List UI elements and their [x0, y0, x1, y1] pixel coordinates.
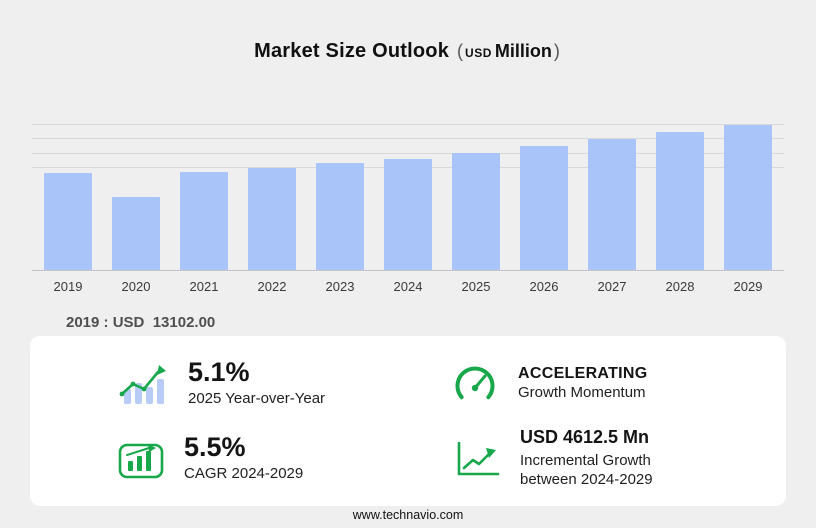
stat-momentum: ACCELERATING Growth Momentum: [408, 346, 786, 421]
plot-area: 2019 2020 2021 2022 2023 2024 2025 2026 2027 2028…: [32, 118, 784, 294]
title-paren-close: ): [553, 41, 560, 61]
x-tick-2028: 2028: [665, 279, 695, 294]
x-tick-2021: 2021: [189, 279, 219, 294]
footer-url: www.technavio.com: [352, 508, 464, 522]
bar-column-2021: 2021: [180, 118, 228, 294]
x-tick-2020: 2020: [121, 279, 151, 294]
stat-cagr: 5.5% CAGR 2024-2029: [30, 421, 408, 496]
bar-column-2024: 2024: [384, 118, 432, 294]
title-unit: Million: [494, 41, 552, 61]
speedometer-icon: [452, 364, 498, 404]
page-title: Market Size Outlook (USD Million): [0, 40, 816, 63]
bar-2020: [112, 197, 160, 270]
cagr-value: 5.5%: [184, 431, 246, 462]
bar-2022: [248, 168, 296, 270]
bar-column-2025: 2025: [452, 118, 500, 294]
stat-incremental: USD 4612.5 Mn Incremental Growth between…: [408, 421, 786, 496]
incremental-label-line1: Incremental Growth: [520, 451, 651, 469]
bar-2025: [452, 153, 500, 270]
yoy-growth-icon: [118, 362, 168, 406]
bar-2029: [724, 125, 772, 270]
bars: 2019 2020 2021 2022 2023 2024 2025 2026 2027 2028…: [32, 118, 784, 294]
momentum-value: ACCELERATING: [518, 365, 648, 383]
bar-column-2026: 2026: [520, 118, 568, 294]
incremental-label-line2: between 2024-2029: [520, 471, 653, 489]
momentum-label: Growth Momentum: [518, 384, 646, 402]
title-currency: USD: [465, 46, 492, 60]
x-tick-2029: 2029: [733, 279, 763, 294]
bar-column-2023: 2023: [316, 118, 364, 294]
title-main: Market Size Outlook: [254, 40, 450, 62]
title-paren-open: (: [457, 41, 464, 61]
bar-2024: [384, 159, 432, 270]
bar-column-2022: 2022: [248, 118, 296, 294]
gridline: [32, 138, 784, 140]
bar-column-2027: 2027: [588, 118, 636, 294]
x-tick-2024: 2024: [393, 279, 423, 294]
x-tick-2023: 2023: [325, 279, 355, 294]
bar-column-2020: 2020: [112, 118, 160, 294]
stat-yoy: 5.1% 2025 Year-over-Year: [30, 346, 408, 421]
incremental-value: USD 4612.5 Mn: [520, 426, 650, 447]
bar-2019: [44, 173, 92, 270]
bar-column-2019: 2019: [44, 118, 92, 294]
stats-grid: 5.1% 2025 Year-over-Year ACCELERATING Gr…: [30, 336, 786, 506]
bar-2023: [316, 162, 364, 270]
yoy-value: 5.1%: [188, 356, 250, 387]
bar-2028: [656, 131, 704, 270]
bar-2026: [520, 146, 568, 270]
incremental-growth-icon: [452, 437, 500, 481]
gridline: [32, 152, 784, 154]
bar-column-2029: 2029: [724, 118, 772, 294]
stats-panel: 5.1% 2025 Year-over-Year ACCELERATING Gr…: [30, 336, 786, 506]
cagr-label: CAGR 2024-2029: [184, 465, 304, 483]
x-tick-2022: 2022: [257, 279, 287, 294]
base-year-annotation: 2019 : USD 13102.00: [66, 314, 216, 331]
gridline: [32, 124, 784, 126]
x-tick-2019: 2019: [53, 279, 83, 294]
cagr-icon: [118, 437, 164, 481]
x-tick-2025: 2025: [461, 279, 491, 294]
bar-column-2028: 2028: [656, 118, 704, 294]
bar-2027: [588, 139, 636, 270]
x-tick-2027: 2027: [597, 279, 627, 294]
yoy-label: 2025 Year-over-Year: [188, 390, 326, 408]
x-tick-2026: 2026: [529, 279, 559, 294]
bar-2021: [180, 172, 228, 270]
